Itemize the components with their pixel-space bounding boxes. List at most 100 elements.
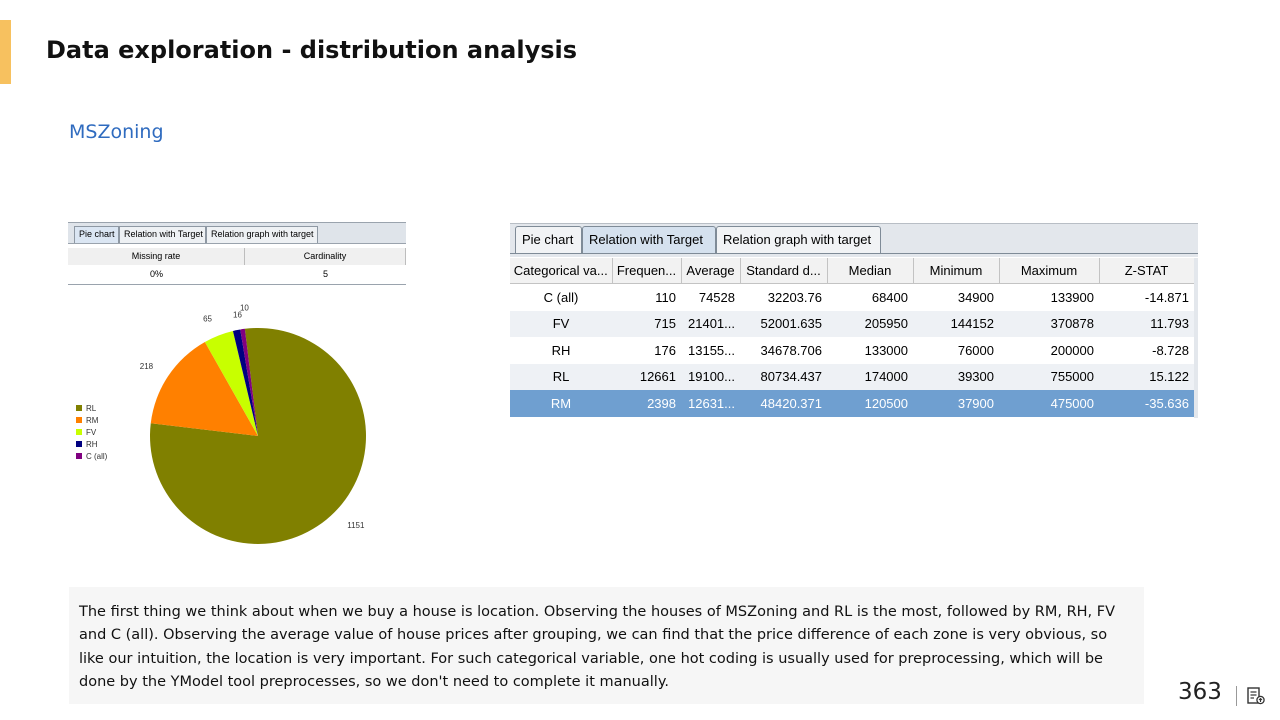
cell-category: RM <box>510 390 612 417</box>
pie-value-label: 1151 <box>347 521 365 530</box>
left-tab-relation-with-target[interactable]: Relation with Target <box>119 226 206 243</box>
section-title: MSZoning <box>69 121 164 143</box>
relation-table-panel: Pie chart Relation with Target Relation … <box>510 223 1198 418</box>
accent-bar <box>0 20 11 84</box>
cell-minimum: 76000 <box>957 342 994 358</box>
legend-swatch <box>76 429 82 435</box>
cell-median: 68400 <box>871 289 908 305</box>
legend-label: RM <box>86 416 99 425</box>
cardinality-value: 5 <box>322 269 328 279</box>
col-header-z-stat[interactable]: Z-STAT <box>1099 258 1195 284</box>
table-row[interactable]: RH 176 13155... 34678.706 133000 76000 2… <box>510 337 1194 364</box>
tab-underline <box>510 253 1198 254</box>
relation-table: Categorical va... Frequen... Average Sta… <box>510 258 1195 417</box>
right-tab-bar: Pie chart Relation with Target Relation … <box>510 223 1198 257</box>
cell-median: 133000 <box>864 342 908 358</box>
legend-swatch <box>76 441 82 447</box>
left-tab-bar: Pie chart Relation with Target Relation … <box>68 222 406 244</box>
table-row[interactable]: FV 715 21401... 52001.635 205950 144152 … <box>510 310 1194 337</box>
left-tab-pie-chart[interactable]: Pie chart <box>74 226 119 243</box>
cell-minimum: 39300 <box>913 363 999 390</box>
legend-swatch <box>76 453 82 459</box>
table-scroll-edge <box>1194 258 1198 418</box>
cell-std: 52001.635 <box>740 310 827 337</box>
cell-maximum: 475000 <box>999 390 1099 417</box>
cell-z-stat: 11.793 <box>1099 310 1194 337</box>
legend-swatch <box>76 405 82 411</box>
cell-median: 120500 <box>827 390 913 417</box>
cell-average: 13155... <box>688 342 735 358</box>
col-header-average[interactable]: Average <box>681 258 741 284</box>
cell-z-stat: 15.122 <box>1099 363 1194 390</box>
document-icon[interactable] <box>1246 686 1266 706</box>
legend-label: FV <box>86 428 97 437</box>
cell-median: 174000 <box>827 363 913 390</box>
legend-label: RL <box>86 404 97 413</box>
cell-frequency: 110 <box>655 289 676 305</box>
table-row[interactable]: C (all) 110 74528 32203.76 68400 34900 1… <box>510 284 1194 311</box>
cell-average: 19100... <box>681 363 740 390</box>
cell-maximum: 200000 <box>1050 342 1094 358</box>
cell-average: 12631... <box>681 390 740 417</box>
col-header-categorical[interactable]: Categorical va... <box>510 258 613 284</box>
cell-frequency: 176 <box>654 342 676 358</box>
cell-average: 74528 <box>698 289 735 305</box>
cell-category: C (all) <box>543 289 579 305</box>
table-header-row: Categorical va... Frequen... Average Sta… <box>510 258 1195 284</box>
cell-z-stat: -35.636 <box>1099 390 1194 417</box>
pie-slice-rl <box>149 328 366 544</box>
cell-frequency: 715 <box>612 310 681 337</box>
cell-maximum: 133900 <box>1050 289 1094 305</box>
footer-divider <box>1236 686 1237 706</box>
pie-slice-rh <box>232 329 258 436</box>
pie-value-label: 65 <box>203 315 212 324</box>
description-text: The first thing we think about when we b… <box>79 604 1116 690</box>
col-header-maximum[interactable]: Maximum <box>999 258 1100 284</box>
left-analysis-panel: Pie chart Relation with Target Relation … <box>68 222 406 286</box>
right-tab-relation-graph[interactable]: Relation graph with target <box>716 226 881 254</box>
pie-slice-c-all <box>240 328 258 436</box>
cell-minimum: 144152 <box>913 310 999 337</box>
legend-swatch <box>76 417 82 423</box>
cell-median: 205950 <box>827 310 913 337</box>
right-tab-pie-chart[interactable]: Pie chart <box>515 226 582 254</box>
pie-slice-rm <box>150 341 258 436</box>
cell-std: 32203.76 <box>767 289 822 305</box>
pie-value-label: 16 <box>233 311 242 320</box>
legend-label: RH <box>86 440 98 449</box>
col-header-standard-deviation[interactable]: Standard d... <box>740 258 828 284</box>
cell-category: RH <box>551 342 571 358</box>
pie-value-label: 10 <box>240 303 249 312</box>
col-header-frequency[interactable]: Frequen... <box>612 258 682 284</box>
cell-category: FV <box>510 310 612 337</box>
cell-maximum: 370878 <box>999 310 1099 337</box>
table-row[interactable]: RL 12661 19100... 80734.437 174000 39300… <box>510 363 1194 390</box>
panel-divider <box>68 284 406 285</box>
cell-maximum: 755000 <box>999 363 1099 390</box>
cell-average: 21401... <box>681 310 740 337</box>
table-row-selected[interactable]: RM 2398 12631... 48420.371 120500 37900 … <box>510 390 1194 417</box>
missing-rate-header: Missing rate <box>68 248 245 265</box>
pie-value-label: 218 <box>140 362 154 371</box>
page-number: 363 <box>1178 679 1222 705</box>
description-box: The first thing we think about when we b… <box>69 587 1144 704</box>
cell-category: RL <box>510 363 612 390</box>
cardinality-header: Cardinality <box>245 248 406 265</box>
left-tab-relation-graph[interactable]: Relation graph with target <box>206 226 318 243</box>
cell-minimum: 34900 <box>957 289 994 305</box>
legend-label: C (all) <box>86 452 108 461</box>
page-title: Data exploration - distribution analysis <box>46 36 578 64</box>
cell-std: 34678.706 <box>760 342 822 358</box>
missing-rate-value: 0% <box>149 269 163 279</box>
pie-slice-fv <box>204 330 258 436</box>
cell-frequency: 2398 <box>612 390 681 417</box>
cell-std: 80734.437 <box>740 363 827 390</box>
cell-minimum: 37900 <box>913 390 999 417</box>
cell-frequency: 12661 <box>612 363 681 390</box>
col-header-minimum[interactable]: Minimum <box>913 258 1000 284</box>
right-tab-relation-with-target[interactable]: Relation with Target <box>582 226 716 254</box>
col-header-median[interactable]: Median <box>827 258 914 284</box>
cell-z-stat: -14.871 <box>1144 289 1189 305</box>
cell-std: 48420.371 <box>740 390 827 417</box>
